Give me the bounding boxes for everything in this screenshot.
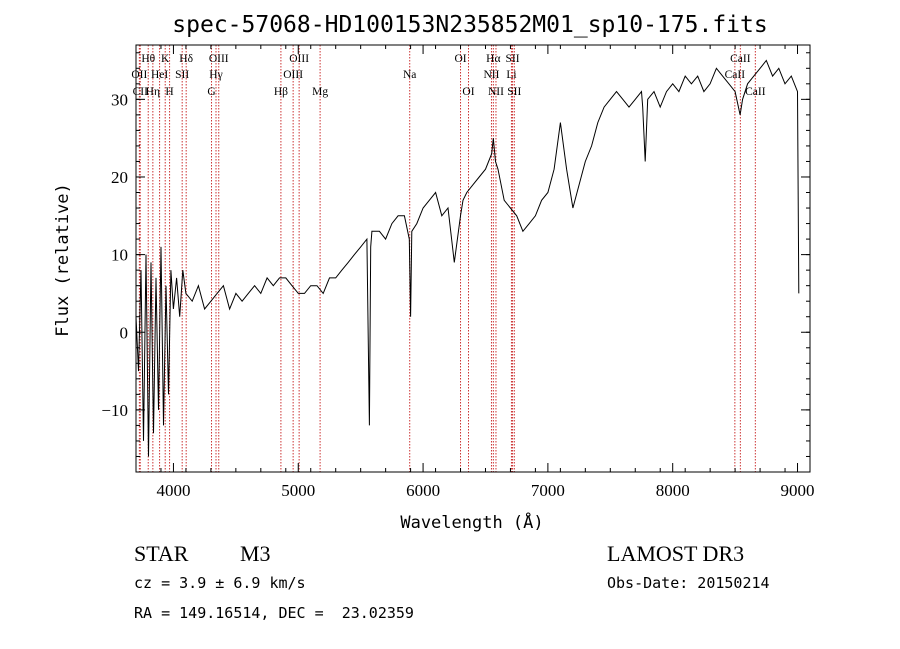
spectral-line-label: Hβ	[274, 86, 288, 98]
sky-coordinates: RA = 149.16514, DEC = 23.02359	[134, 604, 414, 622]
survey-name: LAMOST DR3	[607, 541, 745, 566]
spectral-line-label: OIII	[283, 69, 303, 81]
spectral-line-label: SII	[175, 69, 189, 81]
spectral-line-label: OIII	[289, 53, 309, 65]
redshift-velocity: cz = 3.9 ± 6.9 km/s	[134, 574, 306, 592]
x-tick-label: 6000	[406, 481, 440, 500]
spectral-line-label: H	[165, 86, 173, 98]
x-tick-label: 8000	[656, 481, 690, 500]
spectral-line-label: OI	[454, 53, 466, 65]
spectral-line-label: HeI	[151, 69, 168, 81]
spectral-line-label: NII	[488, 86, 504, 98]
observation-date: Obs-Date: 20150214	[607, 574, 770, 592]
spectral-line-label: SII	[507, 86, 521, 98]
x-tick-label: 9000	[781, 481, 815, 500]
y-tick-label: 20	[111, 168, 128, 187]
spectral-line-label: K	[161, 53, 170, 65]
spectrum-line	[135, 59, 800, 457]
x-tick-label: 4000	[156, 481, 190, 500]
chart-title: spec-57068-HD100153N235852M01_sp10-175.f…	[172, 12, 767, 38]
spectral-line-label: OI	[462, 86, 474, 98]
spectral-line-label: CaII	[730, 53, 751, 65]
y-tick-label: 0	[120, 323, 129, 342]
x-axis-label: Wavelength (Å)	[400, 511, 543, 533]
spectral-line-label: G	[207, 86, 215, 98]
spectral-line-label: NII	[483, 69, 499, 81]
x-tick-label: 5000	[281, 481, 315, 500]
object-class: STAR	[134, 541, 189, 566]
y-tick-label: 10	[111, 246, 128, 265]
spectral-line-label: Hη	[146, 86, 160, 98]
spectral-line-label: Hθ	[141, 53, 155, 65]
axis-ticks: 4000 5000 6000 7000 8000 9000 −10 0 10 20 30	[101, 45, 815, 500]
y-tick-label: 30	[111, 90, 128, 109]
y-tick-label: −10	[101, 401, 128, 420]
spectral-line-label: Mg	[312, 86, 328, 98]
spectral-line-label: Hα	[486, 53, 500, 65]
spectral-line-label: Hδ	[179, 53, 193, 65]
spectral-line-label: SII	[506, 53, 520, 65]
object-subclass: M3	[240, 541, 271, 566]
y-axis-label: Flux (relative)	[53, 183, 73, 337]
spectral-line-label: Li	[506, 69, 516, 81]
spectral-line-label: OII	[131, 69, 147, 81]
spectral-line-label: Hγ	[209, 69, 222, 81]
x-tick-label: 7000	[531, 481, 565, 500]
spectral-line-label: OIII	[209, 53, 229, 65]
spectral-line-markers	[138, 45, 756, 472]
spectral-line-label: Na	[403, 69, 416, 81]
spectral-line-label: CaII	[745, 86, 766, 98]
plot-frame	[135, 44, 811, 473]
spectral-line-label: CaII	[725, 69, 746, 81]
